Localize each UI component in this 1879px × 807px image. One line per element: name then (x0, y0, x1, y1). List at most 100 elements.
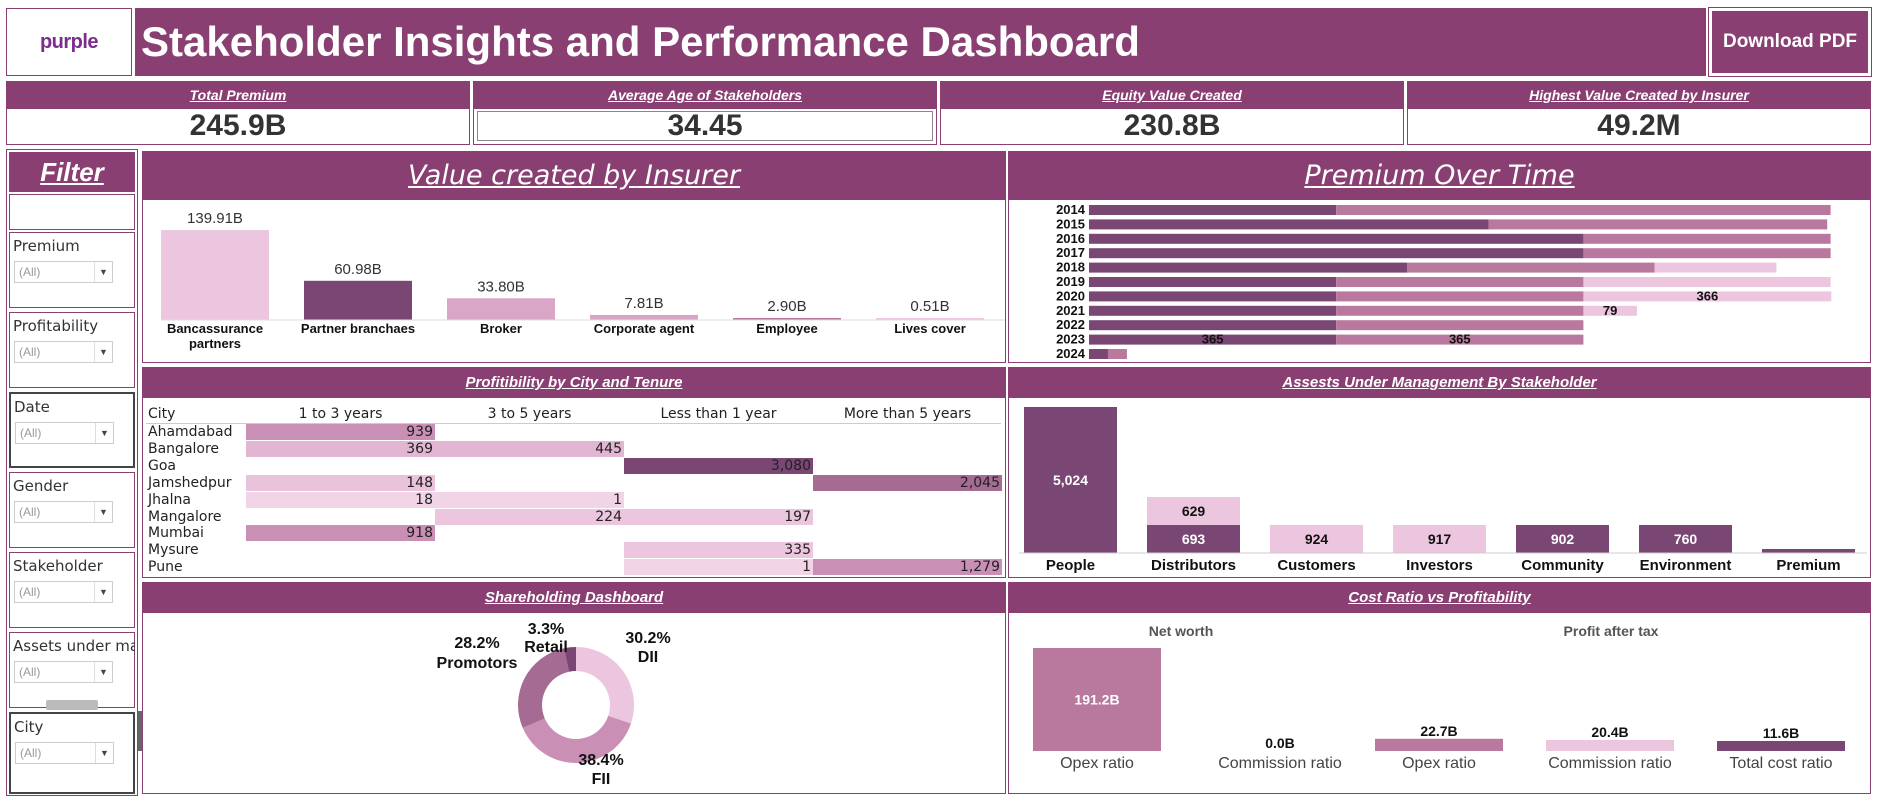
table-row: Jhalna 18 1 (146, 491, 1001, 508)
bar-segment (1336, 334, 1584, 345)
shareholding-chart: 30.2% DII 38.4% FII 28.2% Promotors 3.3%Retail (437, 621, 671, 788)
year-label: 2016 (1056, 231, 1085, 246)
data-label: 11.6B (1763, 725, 1800, 741)
dropdown-arrow-icon[interactable]: ▼ (94, 262, 112, 282)
panel-title: Value created by Insurer (143, 152, 1005, 200)
premium-select[interactable]: (All) ▼ (14, 261, 113, 283)
dropdown-arrow-icon[interactable]: ▼ (94, 502, 112, 522)
kpi-title: Average Age of Stakeholders (474, 82, 936, 109)
gender-select[interactable]: (All) ▼ (14, 501, 113, 523)
data-label: 917 (1428, 531, 1452, 547)
dropdown-arrow-icon[interactable]: ▼ (94, 582, 112, 602)
city-label: Mumbai (148, 525, 204, 542)
profitability-panel: Profitibility by City and Tenure City 1 t… (142, 367, 1006, 578)
header-divider (146, 423, 1001, 424)
dropdown-arrow-icon[interactable]: ▼ (95, 743, 113, 763)
bar (304, 280, 412, 320)
select-value: (All) (19, 505, 41, 519)
slice-label: 30.2% (625, 630, 670, 647)
dropdown-arrow-icon[interactable]: ▼ (95, 423, 113, 443)
cost-ratio-panel: Cost Ratio vs Profitability Net worth 191… (1008, 582, 1871, 794)
heat-cell: 18 (246, 491, 435, 508)
cost-ratio-chart: Net worth 191.2B Opex ratio 0.0B Commission … (1033, 623, 1845, 772)
data-label: 629 (1182, 503, 1206, 519)
bar-segment (1089, 277, 1337, 287)
profitability-select[interactable]: (All) ▼ (14, 341, 113, 363)
filter-city: City (All) ▼ (9, 712, 135, 794)
page-title: Stakeholder Insights and Performance Das… (141, 18, 1140, 65)
bar-segment (1089, 349, 1108, 359)
year-label: 2023 (1056, 332, 1085, 347)
filter-date: Date (All) ▼ (9, 392, 135, 468)
year-label: 2018 (1056, 260, 1085, 275)
kpi-equity-value: Equity Value Created 230.8B (940, 81, 1404, 145)
bar (733, 318, 841, 320)
filter-premium: Premium (All) ▼ (9, 232, 135, 308)
profitability-heatmap: City 1 to 3 years 3 to 5 years Less than 1 … (143, 368, 1005, 577)
bar (1717, 741, 1845, 751)
slice-label: 3.3% (528, 621, 564, 638)
title-bar: Stakeholder Insights and Performance Das… (135, 8, 1706, 76)
bar-segment (1336, 277, 1584, 287)
slice-label: DII (638, 649, 658, 666)
group-label: Net worth (1149, 623, 1214, 639)
select-value: (All) (19, 265, 41, 279)
dropdown-arrow-icon[interactable]: ▼ (94, 662, 112, 682)
category-label: Opex ratio (1402, 755, 1476, 772)
city-select[interactable]: (All) ▼ (15, 742, 114, 764)
donut-slice (522, 715, 631, 763)
filter-label: Profitability (13, 317, 99, 335)
data-label: 693 (1182, 531, 1206, 547)
bar-segment (1639, 525, 1732, 553)
kpi-title: Total Premium (7, 82, 469, 109)
scroll-handle[interactable] (46, 700, 98, 710)
heat-cell: 148 (246, 474, 435, 491)
dropdown-arrow-icon[interactable]: ▼ (94, 342, 112, 362)
heat-cell: 224 (435, 508, 624, 525)
kpi-value: 230.8B (1123, 109, 1221, 142)
aum-panel: Assests Under Management By Stakeholder … (1008, 367, 1871, 578)
group-label: Profit after tax (1564, 623, 1659, 639)
year-label: 2022 (1056, 317, 1085, 332)
bar-segment (1583, 248, 1831, 259)
city-label: Jhalna (148, 491, 191, 508)
heat-cell: 369 (246, 440, 435, 457)
heat-cell: 918 (246, 525, 435, 542)
download-pdf-button[interactable]: Download PDF (1708, 7, 1872, 77)
heat-cell: 939 (246, 424, 435, 440)
panel-title: Premium Over Time (1009, 152, 1870, 200)
city-label: Goa (148, 457, 176, 474)
data-label: 5,024 (1053, 472, 1088, 488)
category-label: Customers (1277, 557, 1355, 574)
kpi-average-age: Average Age of Stakeholders 34.45 (473, 81, 937, 145)
filter-gender: Gender (All) ▼ (9, 472, 135, 548)
shareholding-panel: Shareholding Dashboard 30.2% DII 38.4% FII 2… (142, 582, 1006, 794)
kpi-value: 49.2M (1597, 109, 1681, 142)
kpi-total-premium: Total Premium 245.9B (6, 81, 470, 145)
kpi-value: 245.9B (189, 109, 287, 142)
bar (876, 318, 984, 320)
data-label: 60.98B (334, 261, 382, 278)
bar-segment (1336, 291, 1584, 302)
data-label: 33.80B (477, 278, 525, 295)
category-label: Commission ratio (1548, 755, 1672, 772)
filter-label: City (14, 718, 44, 736)
category-label: Employee (756, 321, 817, 336)
value-insurer-panel: Value created by Insurer 139.91B Bancassu… (142, 151, 1006, 363)
table-row: Pune 1 1,279 (146, 559, 1002, 576)
stakeholder-select[interactable]: (All) ▼ (14, 581, 113, 603)
year-label: 2020 (1056, 288, 1085, 303)
bar-segment (1147, 525, 1240, 553)
bar (447, 298, 555, 320)
heat-cell: 1 (624, 559, 813, 576)
bar-segment (1089, 219, 1489, 230)
date-select[interactable]: (All) ▼ (15, 422, 114, 444)
filter-label: Stakeholder (13, 557, 103, 575)
logo: purple (6, 8, 132, 76)
assets-select[interactable]: (All) ▼ (14, 661, 113, 683)
bar-segment (1089, 262, 1408, 273)
bar (590, 314, 698, 320)
category-label: Opex ratio (1060, 755, 1134, 772)
filter-assets: Assets under ma.. (All) ▼ (9, 632, 135, 708)
